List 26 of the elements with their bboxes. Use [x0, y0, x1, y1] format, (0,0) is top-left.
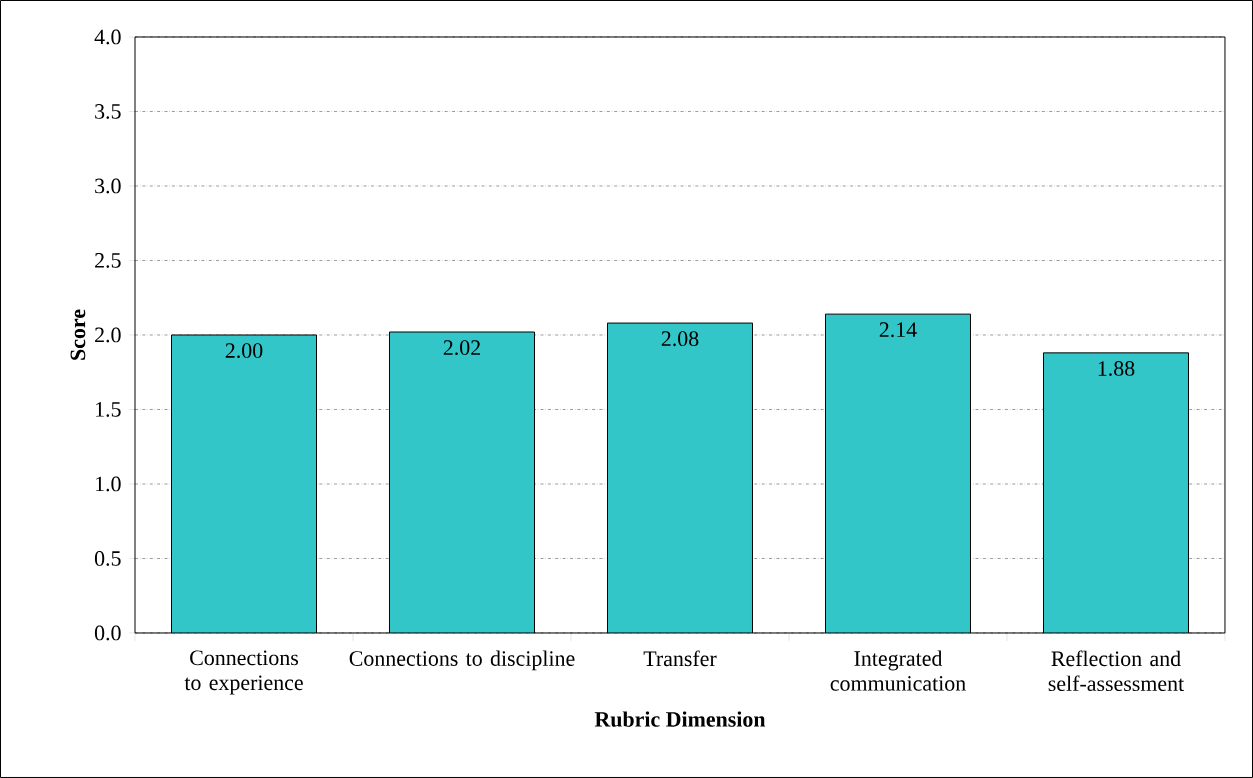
bar — [389, 331, 535, 633]
x-axis-title: Rubric Dimension — [594, 711, 766, 727]
y-tick-label: 3.5 — [95, 104, 121, 119]
x-tick-label: Connections to experience — [184, 650, 303, 695]
y-tick-label: 1.0 — [96, 476, 121, 492]
x-tick-label: Connections to discipline — [349, 650, 575, 671]
y-tick-label: 2.5 — [95, 253, 121, 268]
y-tick-label: 3.0 — [95, 178, 121, 194]
bar — [171, 334, 317, 633]
data-label: 1.88 — [1098, 361, 1135, 376]
data-label: 2.02 — [443, 340, 480, 356]
y-tick-label: 0.0 — [94, 625, 121, 641]
y-tick-label: 1.5 — [96, 402, 121, 417]
bar — [606, 322, 753, 633]
data-label: 2.08 — [661, 331, 699, 347]
x-tick-label: Reflection and self-assessment — [1048, 650, 1185, 692]
y-tick-label: 4.0 — [94, 29, 121, 45]
data-label: 2.14 — [879, 322, 917, 338]
data-label: 2.00 — [225, 343, 263, 359]
bar — [824, 313, 971, 633]
bar — [1042, 352, 1189, 633]
y-axis-title: Score — [70, 309, 86, 360]
x-tick-label: Integrated communication — [830, 650, 966, 691]
y-tick-label: 0.5 — [94, 551, 121, 566]
y-tick-label: 2.0 — [95, 327, 121, 343]
x-tick-label: Transfer — [643, 650, 717, 667]
